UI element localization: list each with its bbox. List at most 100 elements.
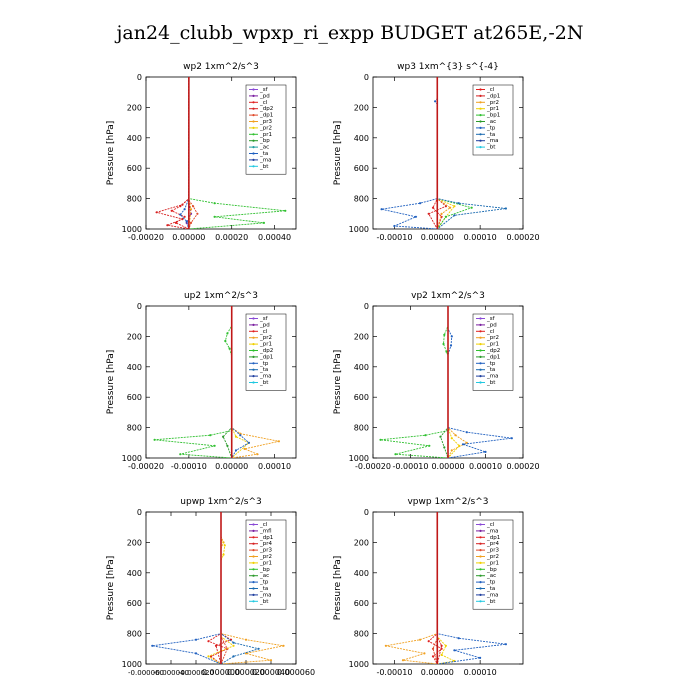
plot-frame bbox=[145, 305, 297, 459]
panel-5: upwp 1xm^2/s^3 Pressure [hPa] 0 200 400 600 80… bbox=[106, 497, 315, 677]
legend-marker bbox=[252, 529, 255, 533]
legend-entry: _dp1 bbox=[259, 535, 273, 541]
legend-entry: _bp bbox=[259, 138, 270, 144]
legend-entry: _dp1 bbox=[259, 354, 273, 360]
series-point-pr2 bbox=[269, 659, 273, 662]
series-point-tp bbox=[194, 638, 198, 641]
legend-entry: _bp1 bbox=[486, 113, 500, 119]
legend-entry: _ac bbox=[259, 573, 269, 579]
x-tick-label: 0.00010 bbox=[258, 462, 291, 471]
legend-marker bbox=[252, 568, 255, 571]
series-line-pr2 bbox=[447, 306, 468, 458]
series-point-dp2 bbox=[228, 347, 231, 350]
legend-entry: _cl bbox=[259, 522, 268, 528]
y-axis-label: Pressure [hPa] bbox=[333, 556, 343, 621]
series-point-dp2 bbox=[226, 332, 229, 335]
series-point-dp2 bbox=[394, 453, 397, 456]
x-tick-label: 0.000040 bbox=[252, 668, 290, 677]
legend-marker bbox=[479, 587, 482, 590]
legend-marker bbox=[479, 381, 482, 384]
x-tick-label: 0.00000 bbox=[215, 462, 248, 471]
legend-box bbox=[245, 313, 287, 391]
x-tick-label: -0.00020 bbox=[128, 233, 164, 242]
y-tick-label: 400 bbox=[127, 134, 142, 143]
legend-marker bbox=[479, 323, 482, 326]
legend-entry: _dp2 bbox=[259, 348, 273, 354]
panel-title: vpwp 1xm^2/s^3 bbox=[407, 497, 488, 507]
series-point-ta bbox=[179, 213, 182, 216]
legend-entry: _bt bbox=[259, 380, 269, 386]
series-point-pr2 bbox=[244, 638, 248, 641]
plot-frame bbox=[145, 76, 297, 230]
series-line-pr2 bbox=[220, 512, 284, 664]
legend-entry: _ac bbox=[486, 573, 496, 579]
series-point-ta bbox=[232, 655, 235, 658]
series-point-cl bbox=[174, 221, 178, 224]
series-point-tp bbox=[457, 637, 460, 640]
y-tick-label: 800 bbox=[354, 195, 369, 204]
series-point-pr1 bbox=[262, 221, 265, 224]
series-point-pr1 bbox=[222, 553, 225, 556]
legend-entry: _bt bbox=[259, 599, 269, 605]
legend-marker bbox=[252, 593, 255, 597]
x-tick-label: 0.00020 bbox=[215, 233, 248, 242]
series-line-dp2 bbox=[154, 306, 233, 458]
legend-marker bbox=[252, 94, 255, 97]
legend-entry: _bt bbox=[259, 164, 269, 170]
legend-marker bbox=[479, 94, 482, 97]
legend-marker bbox=[252, 561, 255, 565]
series-point-tp bbox=[479, 656, 482, 660]
x-tick-label: 0.00010 bbox=[464, 233, 497, 242]
legend-entry: _pd bbox=[259, 93, 270, 99]
legend-marker bbox=[479, 114, 482, 117]
series-point-tp bbox=[461, 443, 465, 446]
legend-entry: _ac bbox=[259, 145, 269, 151]
y-axis-label: Pressure [hPa] bbox=[106, 556, 116, 621]
series-point-pr2 bbox=[401, 659, 405, 662]
series-point-bp1 bbox=[470, 206, 473, 209]
legend-marker bbox=[479, 375, 482, 378]
series-point-tp bbox=[434, 100, 437, 103]
y-tick-label: 200 bbox=[354, 103, 369, 112]
legend-marker bbox=[479, 523, 482, 526]
legend-entry: _bp bbox=[259, 567, 270, 573]
legend-marker bbox=[479, 529, 482, 533]
legend-marker bbox=[252, 536, 255, 539]
legend-marker bbox=[252, 101, 255, 104]
legend-entry: _ta bbox=[486, 367, 495, 373]
y-tick-label: 1000 bbox=[122, 225, 142, 234]
legend-entry: _tp bbox=[486, 580, 496, 586]
y-tick-label: 400 bbox=[127, 569, 142, 578]
legend-entry: _pr2 bbox=[486, 100, 499, 106]
y-tick-label: 0 bbox=[364, 302, 369, 311]
legend-entry: _dp1 bbox=[486, 535, 500, 541]
series-point-tp bbox=[393, 224, 396, 228]
y-tick-label: 400 bbox=[127, 363, 142, 372]
panel-title: vp2 1xm^2/s^3 bbox=[411, 291, 485, 301]
series-point-tp bbox=[510, 437, 513, 440]
y-tick-label: 0 bbox=[364, 73, 369, 82]
y-tick-label: 200 bbox=[354, 332, 369, 341]
x-tick-label: -0.00010 bbox=[171, 462, 207, 471]
legend-entry: _bt bbox=[486, 380, 496, 386]
legend-marker bbox=[252, 381, 255, 384]
y-axis-label: Pressure [hPa] bbox=[106, 121, 116, 186]
legend-marker bbox=[252, 600, 255, 603]
legend-entry: _pr2 bbox=[486, 335, 499, 341]
legend-marker bbox=[252, 542, 255, 545]
legend-marker bbox=[479, 561, 482, 565]
legend-entry: _ma bbox=[259, 592, 271, 598]
legend-marker bbox=[479, 536, 482, 539]
panel-1: wp2 1xm^2/s^3 Pressure [hPa] 0 200 400 600 800… bbox=[106, 62, 297, 242]
legend-marker bbox=[252, 349, 255, 352]
legend-entry: _tp bbox=[486, 361, 496, 367]
legend-entry: _dp1 bbox=[486, 93, 500, 99]
series-point-dp2 bbox=[442, 342, 445, 346]
y-tick-label: 0 bbox=[364, 508, 369, 517]
series-point-dp2 bbox=[213, 444, 216, 447]
series-point-pr4 bbox=[440, 644, 443, 647]
y-tick-label: 0 bbox=[137, 302, 142, 311]
y-tick-label: 800 bbox=[354, 630, 369, 639]
y-tick-label: 600 bbox=[127, 393, 142, 402]
series-point-tp bbox=[194, 652, 198, 655]
